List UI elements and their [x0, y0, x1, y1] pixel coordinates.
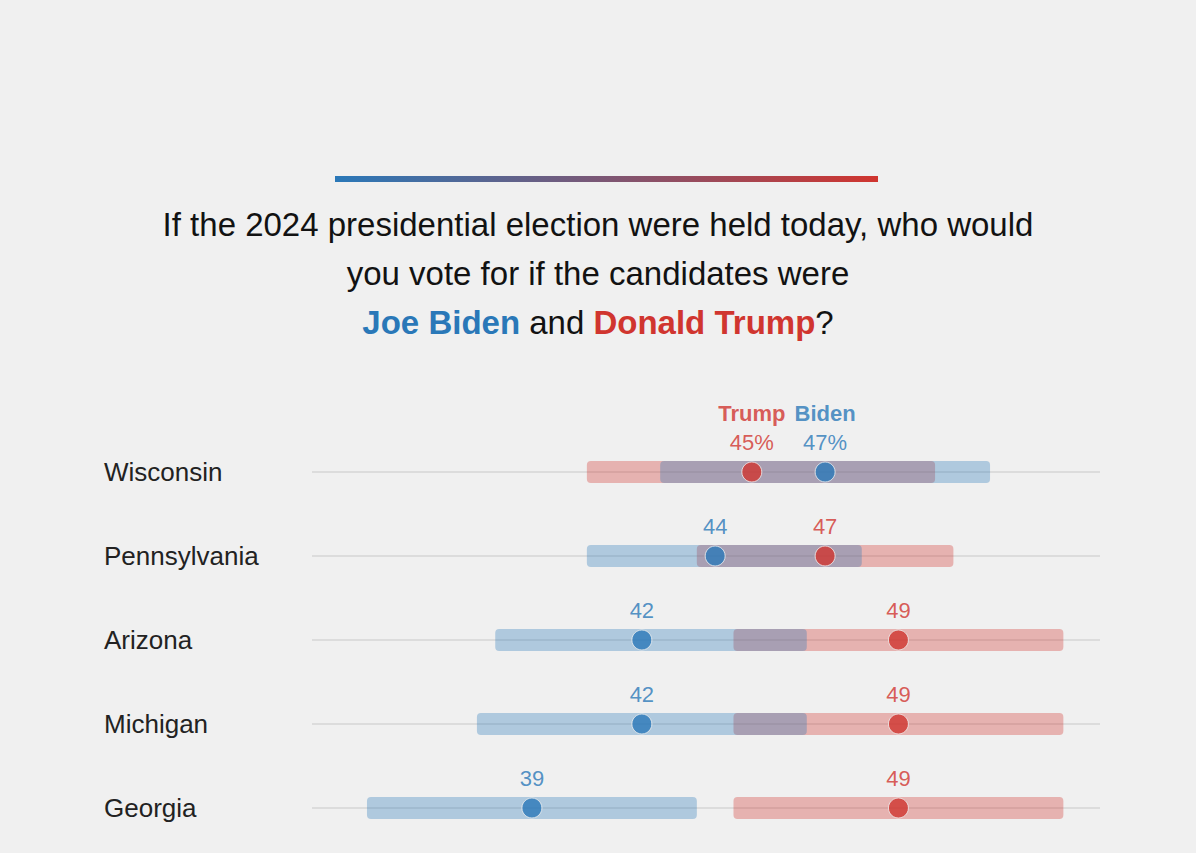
html-text:If the 2024 presidential elect: If the 2024 presidential election were h… [162, 206, 1034, 292]
svg-text:39: 39 [520, 766, 544, 791]
svg-text:Arizona: Arizona [104, 625, 193, 655]
svg-text:47: 47 [813, 514, 837, 539]
svg-text:Michigan: Michigan [104, 709, 208, 739]
svg-text:Wisconsin: Wisconsin [104, 457, 222, 487]
svg-text:44: 44 [703, 514, 727, 539]
svg-text:42: 42 [630, 682, 654, 707]
svg-text:Pennsylvania: Pennsylvania [104, 541, 259, 571]
svg-text:Biden: Biden [795, 401, 856, 426]
svg-text:Georgia: Georgia [104, 793, 197, 823]
svg-text:45%: 45% [730, 430, 774, 455]
html-text:Joe Biden and Donald Trump?: Joe Biden and Donald Trump? [362, 304, 834, 341]
svg-text:Trump: Trump [718, 401, 785, 426]
svg-text:49: 49 [886, 682, 910, 707]
svg-text:49: 49 [886, 766, 910, 791]
svg-text:42: 42 [630, 598, 654, 623]
svg-text:47%: 47% [803, 430, 847, 455]
svg-text:49: 49 [886, 598, 910, 623]
